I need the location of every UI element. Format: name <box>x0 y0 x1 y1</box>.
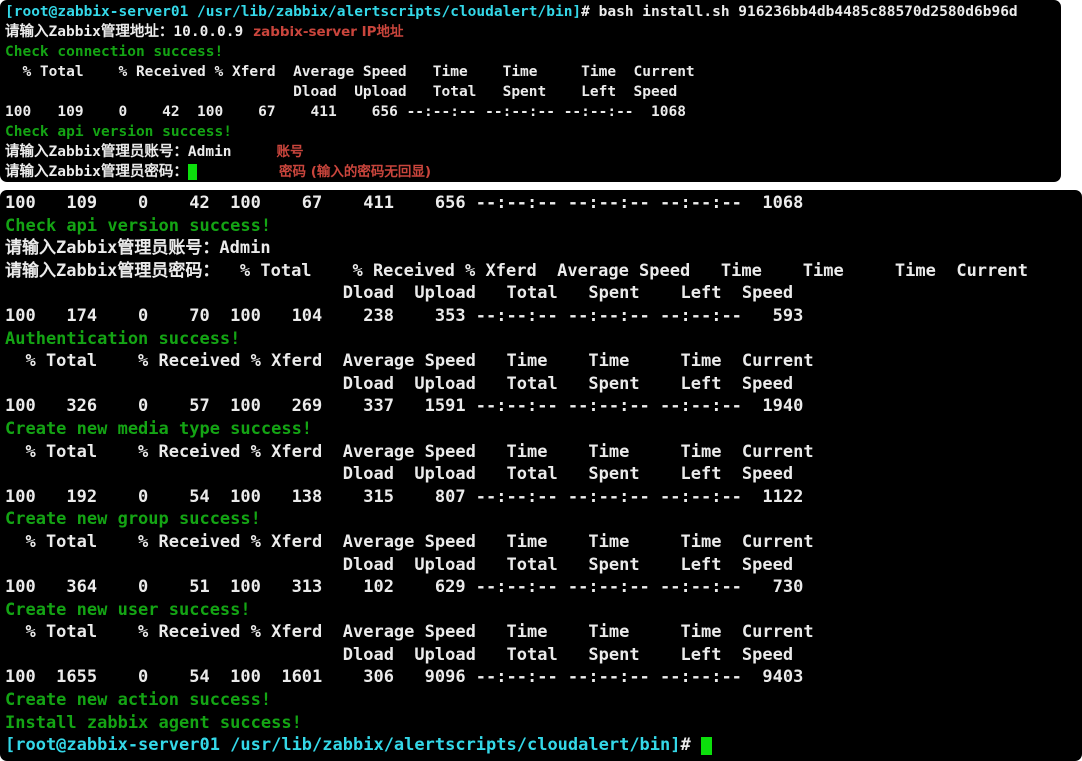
terminal-line: 请输入Zabbix管理员账号：Admin <box>5 237 1082 260</box>
cursor <box>701 736 712 756</box>
cursor <box>187 164 198 180</box>
curl-progress-row: 100 109 0 42 100 67 411 656 --:--:-- --:… <box>5 193 804 213</box>
terminal-line: Dload Upload Total Spent Left Speed <box>5 282 1082 305</box>
terminal-line: Dload Upload Total Spent Left Speed <box>5 554 1082 577</box>
curl-header-row: Dload Upload Total Spent Left Speed <box>5 283 794 304</box>
terminal-window-bottom[interactable]: 100 109 0 42 100 67 411 656 --:--:-- --:… <box>0 190 1082 761</box>
input-prompt: 请输入Zabbix管理员密码： <box>5 260 220 281</box>
terminal-line: 100 326 0 57 100 269 337 1591 --:--:-- -… <box>5 395 1082 418</box>
prompt-hash: # <box>680 735 701 756</box>
terminal-line: Check api version success! <box>5 122 1061 142</box>
terminal-line: 100 174 0 70 100 104 238 353 --:--:-- --… <box>5 305 1082 328</box>
curl-header-row: % Total % Received % Xferd Average Speed… <box>5 531 814 552</box>
curl-progress-row: 100 1655 0 54 100 1601 306 9096 --:--:--… <box>5 667 804 688</box>
terminal-line: Check api version success! <box>5 215 1082 238</box>
curl-header-row: Dload Upload Total Spent Left Speed <box>5 644 794 665</box>
terminal-window-top[interactable]: [root@zabbix-server01 /usr/lib/zabbix/al… <box>0 0 1061 182</box>
terminal-line: Authentication success! <box>5 328 1082 351</box>
success-message: Install zabbix agent success! <box>5 712 302 733</box>
success-message: Check connection success! <box>5 44 224 60</box>
curl-progress-row: 100 192 0 54 100 138 315 807 --:--:-- --… <box>5 486 804 507</box>
terminal-line: Dload Upload Total Spent Left Speed <box>5 373 1082 396</box>
curl-header-row: Dload Upload Total Spent Left Speed <box>5 84 678 100</box>
terminal-line: Install zabbix agent success! <box>5 712 1082 735</box>
terminal-line: Dload Upload Total Spent Left Speed <box>5 463 1082 486</box>
terminal-line: Create new user success! <box>5 599 1082 622</box>
terminal-line: 100 192 0 54 100 138 315 807 --:--:-- --… <box>5 486 1082 509</box>
input-prompt: 请输入Zabbix管理地址： <box>5 24 174 40</box>
terminal-line: % Total % Received % Xferd Average Speed… <box>5 441 1082 464</box>
success-message: Create new group success! <box>5 509 261 530</box>
input-value: Admin <box>187 144 232 160</box>
terminal-line: Dload Upload Total Spent Left Speed <box>5 644 1082 667</box>
success-message: Create new action success! <box>5 690 272 711</box>
terminal-line: Dload Upload Total Spent Left Speed <box>5 82 1061 102</box>
terminal-line: % Total % Received % Xferd Average Speed… <box>5 62 1061 82</box>
curl-header-row: % Total % Received % Xferd Average Speed… <box>5 622 814 643</box>
success-message: Create new media type success! <box>5 418 313 439</box>
curl-progress-row: 100 364 0 51 100 313 102 629 --:--:-- --… <box>5 577 804 598</box>
curl-header-row: % Total % Received % Xferd Average Speed… <box>5 351 814 372</box>
input-prompt: 请输入Zabbix管理员账号： <box>5 144 188 160</box>
terminal-line: 请输入Zabbix管理地址：10.0.0.9 zabbix-server IP地址 <box>5 22 1061 42</box>
success-message: Check api version success! <box>5 124 232 140</box>
terminal-line: Create new media type success! <box>5 418 1082 441</box>
curl-header-row: Dload Upload Total Spent Left Speed <box>5 554 794 575</box>
terminal-line: 请输入Zabbix管理员密码： % Total % Received % Xfe… <box>5 260 1082 283</box>
terminal-line: 100 109 0 42 100 67 411 656 --:--:-- --:… <box>5 102 1061 122</box>
terminal-line: Check connection success! <box>5 42 1061 62</box>
command-text: # bash install.sh 916236bb4db4485c88570d… <box>581 4 1018 20</box>
terminal-line: 100 1655 0 54 100 1601 306 9096 --:--:--… <box>5 666 1082 689</box>
terminal-line: Create new group success! <box>5 508 1082 531</box>
input-value: 10.0.0.9 <box>173 24 244 40</box>
curl-header-row: % Total % Received % Xferd Average Speed… <box>5 441 814 462</box>
terminal-line: % Total % Received % Xferd Average Speed… <box>5 621 1082 644</box>
success-message: Check api version success! <box>5 215 272 236</box>
curl-progress-row: 100 326 0 57 100 269 337 1591 --:--:-- -… <box>5 396 804 417</box>
terminal-line: 请输入Zabbix管理员账号：Admin 账号 <box>5 142 1061 162</box>
annotation-ip: zabbix-server IP地址 <box>253 24 404 40</box>
curl-header-row: % Total % Received % Xferd Average Speed… <box>5 64 695 80</box>
success-message: Authentication success! <box>5 328 241 349</box>
terminal-line: Create new action success! <box>5 689 1082 712</box>
curl-header-row: Dload Upload Total Spent Left Speed <box>5 373 794 394</box>
shell-prompt: [root@zabbix-server01 /usr/lib/zabbix/al… <box>5 4 582 20</box>
terminal-line: 100 364 0 51 100 313 102 629 --:--:-- --… <box>5 576 1082 599</box>
success-message: Create new user success! <box>5 599 251 620</box>
annotation-account: 账号 <box>276 144 304 160</box>
curl-header-row: Dload Upload Total Spent Left Speed <box>5 464 794 485</box>
terminal-line: 100 109 0 42 100 67 411 656 --:--:-- --:… <box>5 192 1082 215</box>
terminal-line: % Total % Received % Xferd Average Speed… <box>5 531 1082 554</box>
input-prompt: 请输入Zabbix管理员密码： <box>5 164 188 180</box>
annotation-password: 密码 (输入的密码无回显) <box>279 164 432 180</box>
terminal-line: [root@zabbix-server01 /usr/lib/zabbix/al… <box>5 734 1082 757</box>
curl-progress-row: 100 109 0 42 100 67 411 656 --:--:-- --:… <box>5 104 686 120</box>
curl-progress-row: 100 174 0 70 100 104 238 353 --:--:-- --… <box>5 305 804 326</box>
terminal-line: 请输入Zabbix管理员密码： 密码 (输入的密码无回显) <box>5 162 1061 182</box>
shell-prompt: [root@zabbix-server01 /usr/lib/zabbix/al… <box>5 735 681 756</box>
curl-header-row: % Total % Received % Xferd Average Speed… <box>219 260 1028 281</box>
terminal-line: % Total % Received % Xferd Average Speed… <box>5 350 1082 373</box>
input-value: Admin <box>219 238 271 259</box>
input-prompt: 请输入Zabbix管理员账号： <box>5 238 220 259</box>
terminal-line: [root@zabbix-server01 /usr/lib/zabbix/al… <box>5 2 1061 22</box>
